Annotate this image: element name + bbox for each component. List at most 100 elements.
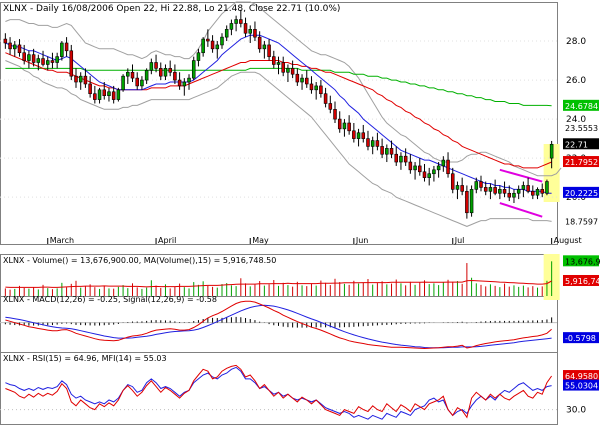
rsi-value-label: 64.9580 xyxy=(563,370,599,382)
candle xyxy=(78,72,83,90)
candle xyxy=(83,68,88,88)
candle xyxy=(27,50,31,69)
ma-blue-line xyxy=(5,34,552,194)
candle xyxy=(333,101,337,123)
candle xyxy=(347,115,351,135)
candle-body xyxy=(314,85,318,91)
candle-body xyxy=(399,155,403,163)
candle-body xyxy=(78,75,83,83)
candle xyxy=(352,123,356,143)
candle xyxy=(239,9,243,28)
candle xyxy=(220,33,224,49)
candle xyxy=(309,76,314,94)
candle-body xyxy=(267,44,271,57)
candle-body xyxy=(432,169,436,175)
candle-body xyxy=(201,38,205,54)
price-value-label: 24.6784 xyxy=(563,99,599,111)
candle xyxy=(149,58,154,75)
candle-body xyxy=(69,50,74,77)
candle-body xyxy=(210,40,215,50)
candle-body xyxy=(182,81,187,87)
candle xyxy=(507,185,512,202)
candle xyxy=(41,50,45,67)
lower-band-line xyxy=(5,60,552,227)
rsi-line xyxy=(5,364,553,419)
candle-body xyxy=(516,189,521,194)
candle xyxy=(432,165,436,182)
candle-body xyxy=(512,192,516,198)
candle-body xyxy=(272,56,276,65)
macd-value-label-box xyxy=(563,332,599,344)
candle-body xyxy=(116,89,121,100)
price-value-label-box xyxy=(563,186,599,198)
candle xyxy=(290,60,295,79)
candle-body xyxy=(88,83,92,95)
candle xyxy=(234,15,238,32)
rsi-panel xyxy=(0,352,558,425)
candle-body xyxy=(403,155,408,163)
candle xyxy=(469,185,474,217)
price-tick-label: 28.0 xyxy=(566,37,586,47)
candle xyxy=(13,41,17,57)
candle xyxy=(328,95,333,114)
candle xyxy=(272,50,276,69)
price-tick-label: 24.0 xyxy=(566,115,586,125)
candle xyxy=(300,74,304,90)
candle-body xyxy=(253,29,257,38)
candle-body xyxy=(13,44,17,50)
candle-body xyxy=(290,68,295,75)
candle xyxy=(483,181,488,196)
candle-body xyxy=(422,171,427,178)
volume-value-label: 13,676,900 xyxy=(563,255,600,267)
candle xyxy=(436,162,441,178)
rsi-value-label-text: 64.9580 xyxy=(565,372,598,381)
candle xyxy=(22,44,26,65)
month-label: March xyxy=(50,236,74,245)
candle xyxy=(304,70,309,88)
candle-body xyxy=(436,165,441,171)
candle xyxy=(126,68,130,84)
candle-body xyxy=(27,54,31,61)
candle xyxy=(276,56,281,75)
candle xyxy=(267,39,271,61)
candle xyxy=(173,64,177,84)
candle-body xyxy=(531,191,535,196)
price-value-label: 22.71 xyxy=(563,138,599,150)
candle-body xyxy=(502,189,507,194)
candle-body xyxy=(385,148,389,155)
rsi-tick-label: 30.0 xyxy=(566,406,586,416)
candle-body xyxy=(234,19,238,24)
candle xyxy=(422,163,427,182)
candle xyxy=(243,17,248,38)
candle-body xyxy=(144,70,149,81)
candle xyxy=(257,31,262,53)
candle-body xyxy=(64,42,69,52)
candle xyxy=(229,19,234,36)
candle-body xyxy=(8,42,12,50)
candle-body xyxy=(460,185,464,192)
candle-body xyxy=(229,23,234,30)
candle-body xyxy=(74,75,78,83)
candle xyxy=(549,140,554,169)
candle-body xyxy=(281,62,285,73)
candle xyxy=(97,87,102,104)
candle xyxy=(502,181,507,198)
price-value-label: 18.7597 xyxy=(563,215,599,227)
candle xyxy=(474,177,479,194)
candle xyxy=(441,156,446,172)
candle xyxy=(102,82,107,100)
candle-body xyxy=(507,192,512,198)
candle xyxy=(366,130,370,151)
candle xyxy=(135,72,139,90)
candle xyxy=(479,175,483,192)
candle xyxy=(215,41,220,59)
candle-body xyxy=(239,19,243,24)
candle-body xyxy=(333,109,337,120)
candle xyxy=(50,52,55,69)
candle xyxy=(248,25,253,43)
candle xyxy=(455,181,460,200)
channel-line xyxy=(499,168,543,183)
candle-body xyxy=(427,173,431,178)
price-value-label-text: 23.5553 xyxy=(565,124,598,133)
volume-panel-label: XLNX - Volume() = 13,676,900.00, MA(Volu… xyxy=(3,256,276,265)
